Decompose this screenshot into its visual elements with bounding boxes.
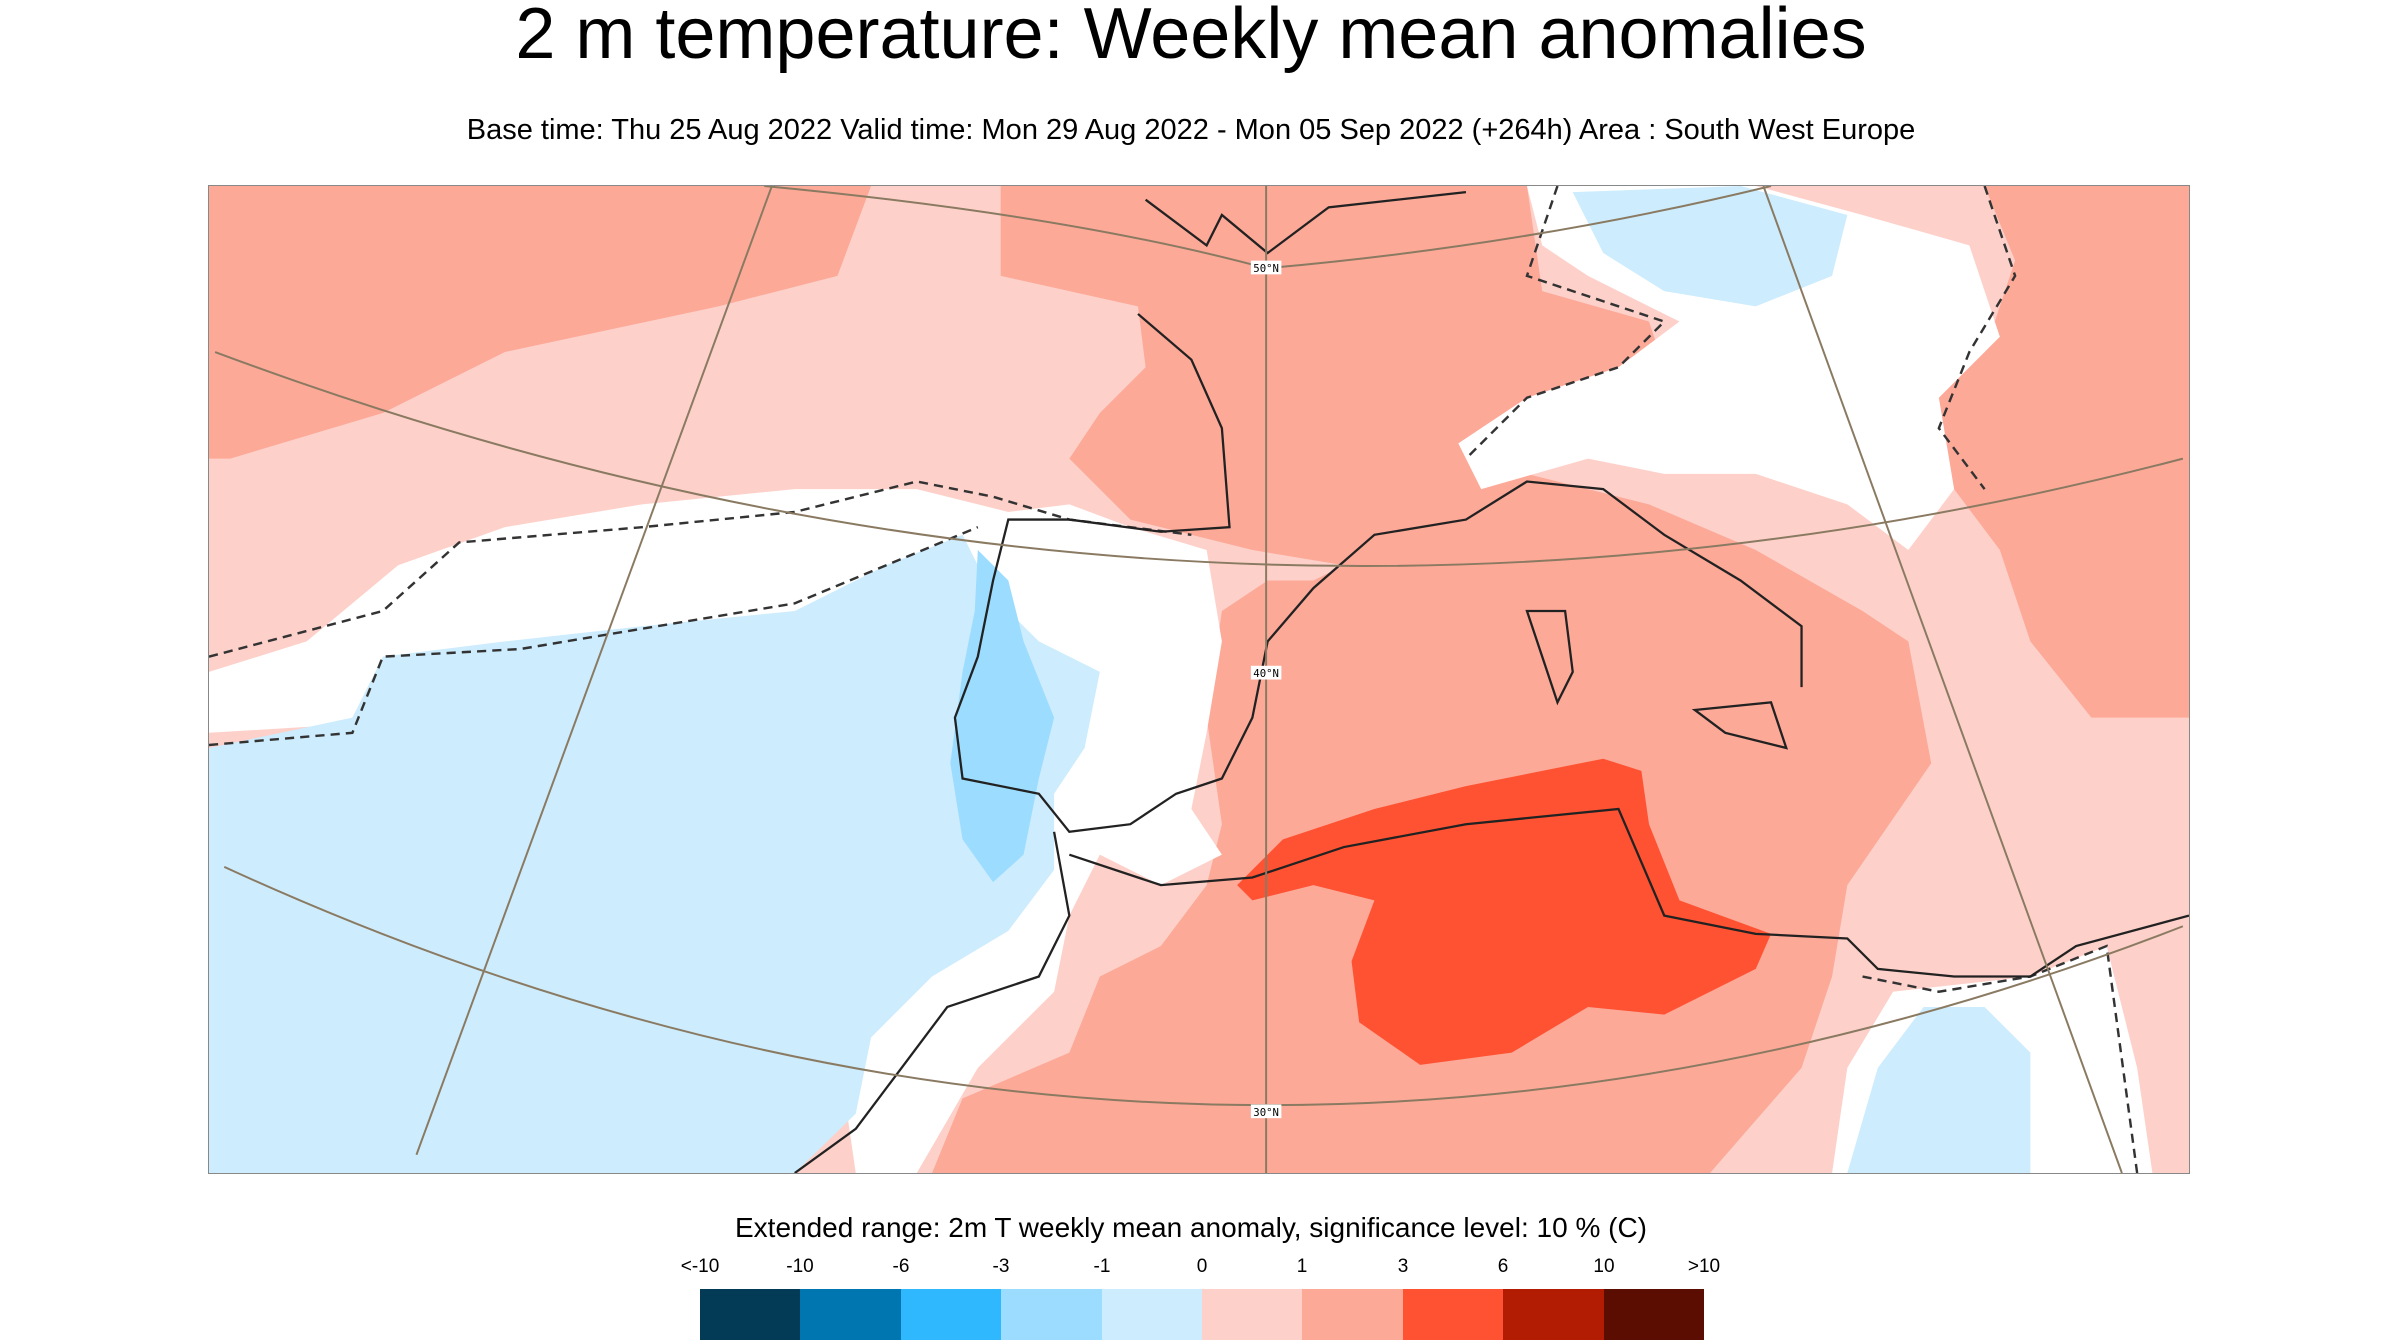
legend-tick: -3	[992, 1256, 1010, 1277]
legend-tick: 0	[1196, 1256, 1208, 1277]
legend-tick: -1	[1093, 1256, 1111, 1277]
anomaly-map: 50°N 40°N 30°N	[208, 185, 2190, 1174]
chart-title: 2 m temperature: Weekly mean anomalies	[515, 0, 1867, 74]
chart-subtitle: Base time: Thu 25 Aug 2022 Valid time: M…	[466, 114, 1916, 146]
legend-color-swatch	[900, 1289, 1002, 1340]
latitude-labels: 50°N 40°N 30°N	[1250, 260, 1282, 1119]
legend-tick: >10	[1687, 1256, 1721, 1277]
legend-tick: 6	[1497, 1256, 1509, 1277]
legend-color-swatch	[800, 1289, 901, 1340]
region-anomaly-1-3-east	[1938, 186, 2189, 718]
legend-tick: 10	[1593, 1256, 1615, 1277]
legend-tick: -10	[786, 1256, 814, 1277]
legend-color-swatch	[700, 1289, 801, 1340]
region-anomaly-3-6-algeria	[1237, 758, 1772, 1065]
legend-color-swatch	[1302, 1289, 1403, 1340]
legend-tick: <-10	[680, 1256, 720, 1277]
legend-ticks: <-10 -10 -6 -3 -1 0 1 3 6 10 >10	[0, 1255, 2382, 1281]
legend-color-swatch	[1101, 1289, 1203, 1340]
coastlines	[794, 190, 2189, 1173]
legend-title: Extended range: 2m T weekly mean anomaly…	[734, 1212, 1647, 1243]
region-anomaly-neg-atlantic	[209, 534, 1100, 1173]
lat-label-40: 40°N	[1253, 667, 1279, 680]
region-anomaly-neg-central	[1572, 186, 1848, 307]
legend-color-swatch	[1001, 1289, 1102, 1340]
legend-tick: 3	[1397, 1256, 1409, 1277]
legend-color-swatch	[1503, 1289, 1604, 1340]
lat-label-30: 30°N	[1253, 1106, 1279, 1119]
legend-colorbar	[700, 1289, 1705, 1340]
region-anomaly-neg-portugal	[950, 550, 1055, 883]
lat-label-50: 50°N	[1253, 262, 1279, 275]
region-anomaly-1-3-atlantic	[209, 186, 872, 459]
legend-color-swatch	[1402, 1289, 1504, 1340]
legend-color-swatch	[1202, 1289, 1303, 1340]
map-svg: 50°N 40°N 30°N	[209, 186, 2189, 1173]
legend-tick: 1	[1296, 1256, 1308, 1277]
legend-color-swatch	[1603, 1289, 1705, 1340]
region-anomaly-neutral-central	[1458, 186, 2000, 551]
region-anomaly-neg-egypt	[1847, 1006, 2031, 1173]
legend-tick: -6	[892, 1256, 910, 1277]
